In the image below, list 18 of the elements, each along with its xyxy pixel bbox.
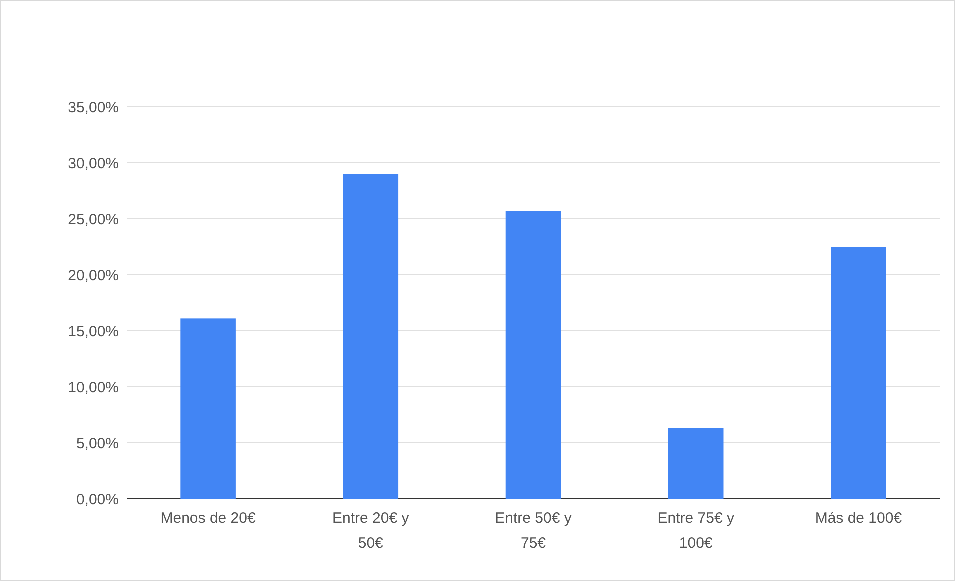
bar — [180, 318, 236, 499]
y-tick-label: 25,00% — [68, 211, 119, 228]
bar — [343, 174, 399, 499]
y-tick-label: 5,00% — [76, 435, 119, 452]
y-tick-label: 0,00% — [76, 491, 119, 508]
x-tick-label: Entre 20€ y 50€ — [332, 510, 410, 552]
x-tick-label: Entre 50€ y 75€ — [495, 510, 572, 552]
bar — [668, 428, 724, 499]
y-tick-label: 30,00% — [68, 155, 119, 172]
x-tick-label: Entre 75€ y 100€ — [658, 510, 735, 552]
y-tick-label: 20,00% — [68, 267, 119, 284]
y-tick-label: 10,00% — [68, 379, 119, 396]
y-tick-label: 15,00% — [68, 323, 119, 340]
bar — [831, 247, 886, 499]
x-tick-label: Más de 100€ — [815, 510, 903, 527]
bar — [506, 211, 562, 499]
y-tick-label: 35,00% — [68, 99, 119, 116]
x-tick-label: Menos de 20€ — [160, 510, 256, 527]
